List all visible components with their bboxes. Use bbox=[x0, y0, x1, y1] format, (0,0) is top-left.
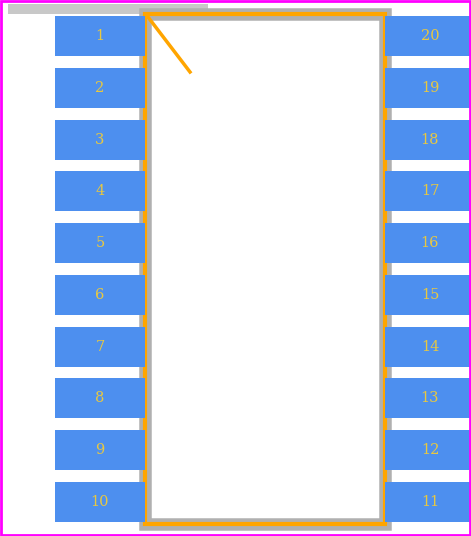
Text: 13: 13 bbox=[421, 391, 439, 405]
Text: 16: 16 bbox=[421, 236, 439, 250]
Bar bbox=[385, 326, 471, 367]
Text: 14: 14 bbox=[421, 340, 439, 354]
Text: 17: 17 bbox=[421, 184, 439, 198]
Bar bbox=[55, 172, 145, 211]
Bar bbox=[55, 326, 145, 367]
Bar bbox=[55, 378, 145, 419]
Text: 4: 4 bbox=[95, 184, 105, 198]
Bar bbox=[55, 120, 145, 160]
Text: 7: 7 bbox=[95, 340, 105, 354]
Bar bbox=[55, 68, 145, 108]
Text: 11: 11 bbox=[421, 495, 439, 509]
Text: 5: 5 bbox=[95, 236, 105, 250]
Text: 8: 8 bbox=[95, 391, 105, 405]
Bar bbox=[385, 482, 471, 522]
Text: 10: 10 bbox=[91, 495, 109, 509]
Bar bbox=[385, 378, 471, 419]
Bar bbox=[145, 14, 385, 524]
Bar bbox=[55, 223, 145, 263]
Bar bbox=[385, 275, 471, 315]
Text: 9: 9 bbox=[95, 443, 105, 457]
Bar bbox=[8, 4, 208, 14]
Text: 6: 6 bbox=[95, 288, 105, 302]
Bar bbox=[385, 16, 471, 56]
Text: 3: 3 bbox=[95, 132, 105, 146]
Bar bbox=[55, 430, 145, 470]
Bar bbox=[385, 68, 471, 108]
Bar bbox=[385, 223, 471, 263]
Text: 18: 18 bbox=[421, 132, 439, 146]
Text: 2: 2 bbox=[95, 81, 105, 95]
Bar bbox=[385, 430, 471, 470]
Text: 19: 19 bbox=[421, 81, 439, 95]
Bar bbox=[55, 275, 145, 315]
Bar bbox=[145, 14, 385, 524]
Bar bbox=[55, 16, 145, 56]
Bar bbox=[385, 172, 471, 211]
Bar bbox=[55, 482, 145, 522]
Text: 20: 20 bbox=[421, 29, 439, 43]
Text: 1: 1 bbox=[96, 29, 105, 43]
Bar bbox=[385, 120, 471, 160]
Text: 12: 12 bbox=[421, 443, 439, 457]
Text: 15: 15 bbox=[421, 288, 439, 302]
